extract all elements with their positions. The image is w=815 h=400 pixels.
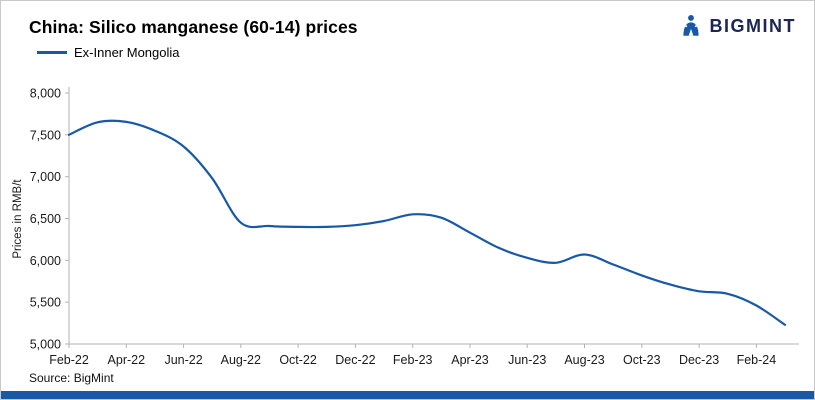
svg-text:Jun-22: Jun-22 bbox=[164, 353, 202, 367]
svg-text:Apr-22: Apr-22 bbox=[108, 353, 146, 367]
svg-text:Jun-23: Jun-23 bbox=[508, 353, 546, 367]
svg-text:7,000: 7,000 bbox=[30, 170, 61, 184]
logo-text: BIGMINT bbox=[709, 15, 796, 36]
svg-text:Prices in RMB/t: Prices in RMB/t bbox=[12, 179, 24, 259]
svg-text:Feb-23: Feb-23 bbox=[393, 353, 433, 367]
page-title: China: Silico manganese (60-14) prices bbox=[29, 17, 358, 37]
svg-text:Aug-22: Aug-22 bbox=[221, 353, 261, 367]
svg-text:Feb-22: Feb-22 bbox=[49, 353, 89, 367]
svg-text:Oct-23: Oct-23 bbox=[623, 353, 661, 367]
svg-text:6,000: 6,000 bbox=[30, 254, 61, 268]
svg-text:5,000: 5,000 bbox=[30, 338, 61, 352]
legend: Ex-Inner Mongolia bbox=[37, 45, 794, 60]
svg-text:6,500: 6,500 bbox=[30, 212, 61, 226]
bigmint-logo-icon bbox=[678, 13, 704, 39]
svg-text:Dec-23: Dec-23 bbox=[679, 353, 719, 367]
svg-text:7,500: 7,500 bbox=[30, 128, 61, 142]
bigmint-logo: BIGMINT bbox=[678, 13, 797, 39]
chart-area: 5,000 5,500 6,000 6,500 7,000 7,500 8,000 Feb-2… bbox=[7, 77, 809, 376]
svg-text:Apr-23: Apr-23 bbox=[451, 353, 489, 367]
svg-text:Feb-24: Feb-24 bbox=[737, 353, 777, 367]
svg-text:Dec-22: Dec-22 bbox=[335, 353, 375, 367]
svg-text:Aug-23: Aug-23 bbox=[564, 353, 604, 367]
legend-line-swatch bbox=[37, 51, 67, 54]
chart-header: China: Silico manganese (60-14) prices E… bbox=[1, 1, 814, 60]
svg-text:8,000: 8,000 bbox=[30, 87, 61, 101]
legend-series-label: Ex-Inner Mongolia bbox=[74, 45, 180, 60]
bottom-accent-bar bbox=[1, 391, 814, 399]
source-note: Source: BigMint bbox=[29, 371, 114, 385]
price-chart: 5,000 5,500 6,000 6,500 7,000 7,500 8,000 Feb-2… bbox=[12, 87, 799, 367]
svg-text:5,500: 5,500 bbox=[30, 296, 61, 310]
svg-text:Oct-22: Oct-22 bbox=[279, 353, 317, 367]
